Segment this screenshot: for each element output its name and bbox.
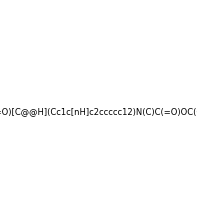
Text: COC(=O)[C@@H](Cc1c[nH]c2ccccc12)N(C)C(=O)OC(C)(C)C: COC(=O)[C@@H](Cc1c[nH]c2ccccc12)N(C)C(=O… [0, 108, 197, 116]
